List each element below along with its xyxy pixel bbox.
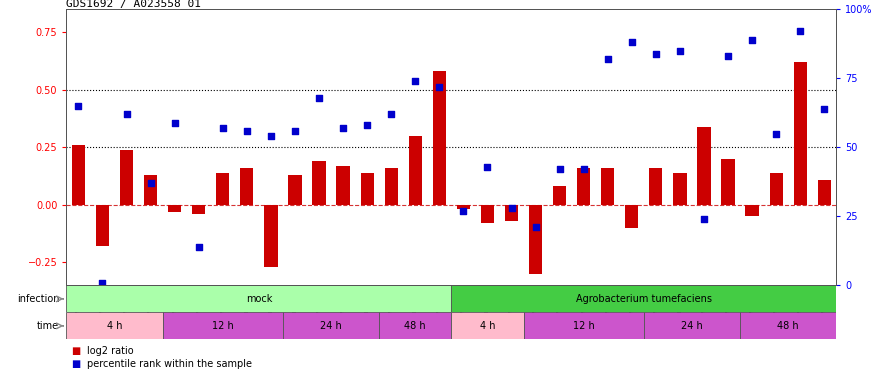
Bar — [625, 205, 638, 228]
Point — [384, 111, 398, 117]
Bar — [721, 159, 735, 205]
Bar — [697, 127, 711, 205]
Bar — [481, 205, 494, 223]
Text: log2 ratio: log2 ratio — [87, 346, 134, 355]
Bar — [601, 168, 614, 205]
Point — [721, 53, 735, 59]
Point — [360, 122, 374, 128]
Bar — [504, 205, 518, 221]
Text: time: time — [37, 321, 59, 331]
Bar — [96, 205, 109, 246]
Point — [192, 244, 206, 250]
Bar — [553, 186, 566, 205]
Point — [312, 95, 326, 101]
Bar — [433, 72, 446, 205]
Point — [673, 48, 687, 54]
Point — [432, 84, 446, 90]
Text: 4 h: 4 h — [480, 321, 496, 331]
Bar — [168, 205, 181, 212]
Bar — [240, 168, 253, 205]
Point — [72, 103, 86, 109]
Point — [119, 111, 134, 117]
Bar — [119, 150, 133, 205]
Point — [288, 128, 302, 134]
Text: infection: infection — [17, 294, 59, 304]
Point — [817, 106, 831, 112]
Text: GDS1692 / A023558_01: GDS1692 / A023558_01 — [66, 0, 202, 9]
Bar — [216, 172, 229, 205]
Bar — [745, 205, 758, 216]
Bar — [643, 312, 740, 339]
Point — [745, 37, 759, 43]
Text: mock: mock — [246, 294, 272, 304]
Bar — [451, 312, 524, 339]
Bar — [265, 205, 278, 267]
Point — [457, 208, 471, 214]
Bar — [360, 172, 373, 205]
Point — [264, 134, 278, 140]
Point — [649, 51, 663, 57]
Point — [769, 130, 783, 136]
Text: 24 h: 24 h — [681, 321, 703, 331]
Bar — [289, 175, 302, 205]
Bar — [66, 285, 451, 312]
Bar — [650, 168, 663, 205]
Point — [577, 166, 591, 172]
Bar — [457, 205, 470, 210]
Text: 12 h: 12 h — [573, 321, 595, 331]
Bar — [794, 62, 807, 205]
Point — [601, 56, 615, 62]
Point — [793, 28, 807, 34]
Bar — [192, 205, 205, 214]
Point — [528, 224, 543, 230]
Bar — [451, 285, 836, 312]
Text: percentile rank within the sample: percentile rank within the sample — [87, 359, 251, 369]
Bar — [66, 312, 163, 339]
Point — [240, 128, 254, 134]
Point — [504, 205, 519, 211]
Text: 48 h: 48 h — [404, 321, 426, 331]
Text: 4 h: 4 h — [107, 321, 122, 331]
Bar — [577, 168, 590, 205]
Bar — [72, 145, 85, 205]
Bar — [163, 312, 283, 339]
Bar — [144, 175, 158, 205]
Point — [481, 164, 495, 170]
Text: 48 h: 48 h — [777, 321, 799, 331]
Bar — [379, 312, 451, 339]
Point — [143, 180, 158, 186]
Bar — [312, 161, 326, 205]
Point — [167, 120, 181, 126]
Bar — [336, 166, 350, 205]
Bar — [409, 136, 422, 205]
Point — [552, 166, 566, 172]
Point — [96, 280, 110, 286]
Text: Agrobacterium tumefaciens: Agrobacterium tumefaciens — [576, 294, 712, 304]
Point — [336, 125, 350, 131]
Bar — [524, 312, 644, 339]
Bar — [283, 312, 379, 339]
Bar — [529, 205, 543, 274]
Bar — [818, 180, 831, 205]
Text: 12 h: 12 h — [212, 321, 234, 331]
Point — [216, 125, 230, 131]
Text: 24 h: 24 h — [320, 321, 342, 331]
Text: ■: ■ — [71, 359, 80, 369]
Point — [408, 78, 422, 84]
Bar — [385, 168, 398, 205]
Bar — [673, 172, 687, 205]
Point — [625, 39, 639, 45]
Text: ■: ■ — [71, 346, 80, 355]
Bar — [770, 172, 783, 205]
Bar — [740, 312, 836, 339]
Point — [696, 216, 711, 222]
